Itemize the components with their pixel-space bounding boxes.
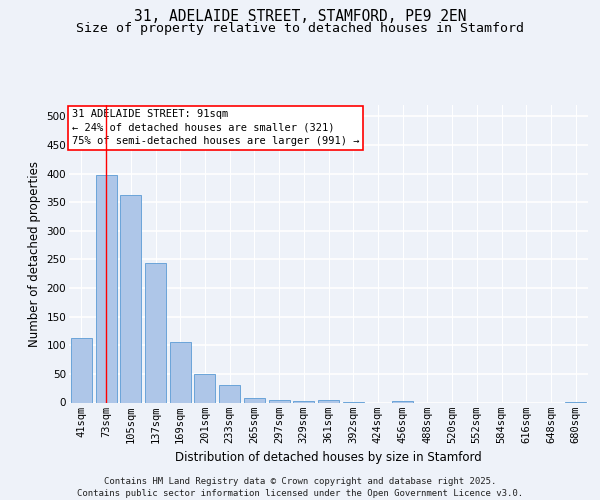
X-axis label: Distribution of detached houses by size in Stamford: Distribution of detached houses by size … [175,451,482,464]
Bar [194,374,215,402]
Text: 31 ADELAIDE STREET: 91sqm
← 24% of detached houses are smaller (321)
75% of semi: 31 ADELAIDE STREET: 91sqm ← 24% of detac… [71,110,359,146]
Y-axis label: Number of detached properties: Number of detached properties [28,161,41,347]
Bar [120,195,141,402]
Bar [219,386,240,402]
Bar [170,342,191,402]
Bar [269,400,290,402]
Text: 31, ADELAIDE STREET, STAMFORD, PE9 2EN: 31, ADELAIDE STREET, STAMFORD, PE9 2EN [134,9,466,24]
Bar [244,398,265,402]
Bar [95,176,116,402]
Text: Size of property relative to detached houses in Stamford: Size of property relative to detached ho… [76,22,524,35]
Bar [71,338,92,402]
Bar [145,264,166,402]
Bar [318,400,339,402]
Text: Contains HM Land Registry data © Crown copyright and database right 2025.
Contai: Contains HM Land Registry data © Crown c… [77,476,523,498]
